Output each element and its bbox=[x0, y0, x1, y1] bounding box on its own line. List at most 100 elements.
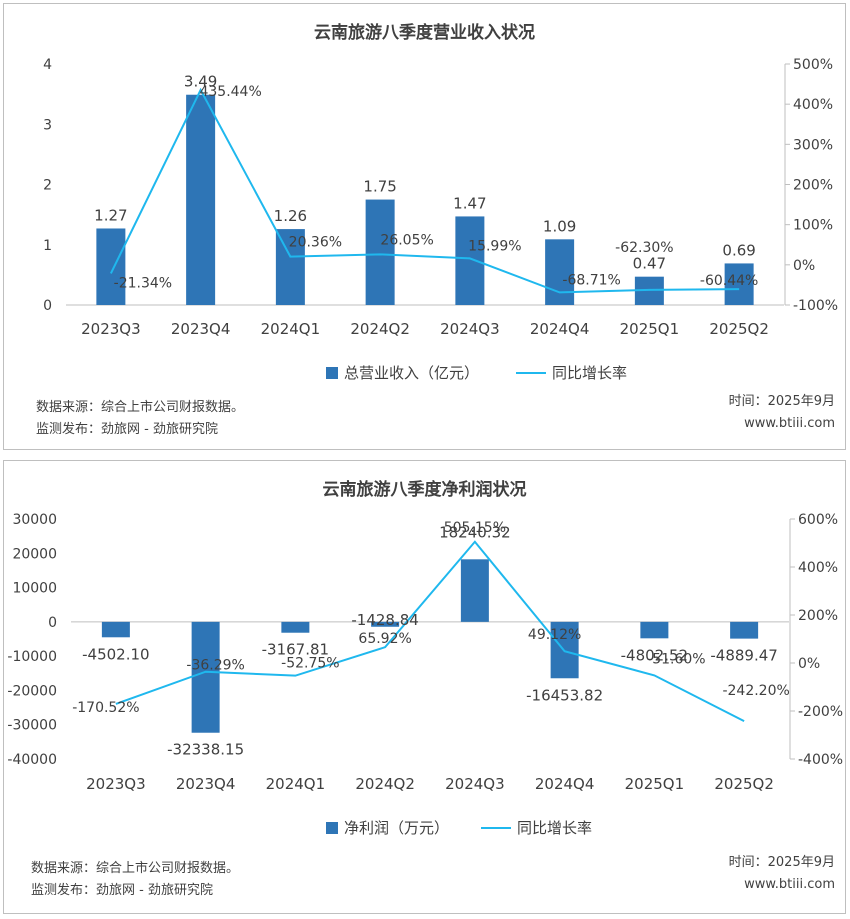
revenue-footer-left: 数据来源：综合上市公司财报数据。 监测发布：劲旅网 - 劲旅研究院 bbox=[36, 397, 244, 441]
category-tick-label: 2024Q2 bbox=[350, 320, 410, 338]
line-data-label: -62.30% bbox=[615, 240, 673, 256]
revenue-chart-panel: 云南旅游八季度营业收入状况 0 1 2 3 4 -100% 0% 100% 200% 300% 40… bbox=[3, 3, 846, 450]
legend-bar-swatch bbox=[326, 367, 338, 379]
right-axis-tick-label: 100% bbox=[793, 218, 833, 234]
bar bbox=[460, 559, 489, 622]
profit-chart: -40000 -30000 -20000 -10000 0 10000 20000 30000… bbox=[7, 512, 843, 837]
publisher-note: 监测发布：劲旅网 - 劲旅研究院 bbox=[31, 883, 213, 898]
bar-data-label: 0.69 bbox=[722, 241, 755, 259]
revenue-chart-title: 云南旅游八季度营业收入状况 bbox=[314, 23, 535, 43]
legend-bar-label: 总营业收入（亿元） bbox=[344, 364, 479, 382]
line-data-label: -68.71% bbox=[562, 272, 620, 288]
bar-data-label: -4889.47 bbox=[710, 647, 777, 665]
bar bbox=[101, 621, 130, 638]
category-tick-label: 2024Q1 bbox=[266, 775, 326, 793]
line-data-label: 20.36% bbox=[289, 235, 342, 251]
line-data-label: 505.15% bbox=[444, 520, 506, 536]
publisher-note: 监测发布：劲旅网 - 劲旅研究院 bbox=[36, 422, 218, 437]
line-data-label: 65.92% bbox=[358, 631, 411, 647]
right-axis-tick-label: -100% bbox=[793, 298, 838, 314]
line-data-label: -60.44% bbox=[700, 273, 758, 289]
revenue-footer-right: 时间：2025年9月 www.btiii.com bbox=[729, 391, 835, 435]
legend-bar-swatch bbox=[326, 822, 338, 834]
left-axis-tick-label: -30000 bbox=[7, 718, 57, 734]
category-tick-label: 2024Q4 bbox=[530, 320, 590, 338]
bar bbox=[96, 228, 126, 305]
right-axis-tick-label: 400% bbox=[798, 560, 838, 576]
profit-footer-right: 时间：2025年9月 www.btiii.com bbox=[729, 852, 835, 896]
bar-data-label: 1.27 bbox=[94, 206, 127, 224]
bar-data-label: 3.49 bbox=[184, 73, 217, 91]
line-data-label: -242.20% bbox=[722, 683, 789, 699]
category-tick-label: 2025Q1 bbox=[625, 775, 685, 793]
right-axis-tick-label: -200% bbox=[798, 704, 843, 720]
category-tick-label: 2023Q3 bbox=[81, 320, 141, 338]
bar-data-label: 0.47 bbox=[633, 255, 666, 273]
right-axis-tick-label: 0% bbox=[798, 656, 820, 672]
left-axis-tick-label: -20000 bbox=[7, 683, 57, 699]
right-axis-tick-label: 200% bbox=[798, 608, 838, 624]
legend-line-label: 同比增长率 bbox=[552, 364, 627, 382]
bar bbox=[191, 621, 220, 733]
bar bbox=[545, 239, 575, 305]
left-axis-tick-label: 0 bbox=[43, 298, 52, 314]
category-tick-label: 2023Q4 bbox=[176, 775, 236, 793]
category-tick-label: 2025Q2 bbox=[714, 775, 774, 793]
category-tick-label: 2025Q2 bbox=[709, 320, 769, 338]
category-tick-label: 2024Q2 bbox=[355, 775, 415, 793]
left-axis-tick-label: 4 bbox=[43, 57, 52, 73]
publish-time: 时间：2025年9月 bbox=[728, 855, 835, 870]
right-axis-tick-label: 500% bbox=[793, 57, 833, 73]
profit-footer-left: 数据来源：综合上市公司财报数据。 监测发布：劲旅网 - 劲旅研究院 bbox=[31, 858, 239, 902]
right-axis-tick-label: 200% bbox=[793, 178, 833, 194]
bar bbox=[724, 263, 754, 305]
bar-data-label: -32338.15 bbox=[167, 741, 244, 759]
bar bbox=[371, 621, 400, 627]
data-source-note: 数据来源：综合上市公司财报数据。 bbox=[31, 861, 240, 876]
line-data-label: -36.29% bbox=[186, 658, 244, 674]
growth-rate-line bbox=[109, 87, 740, 294]
left-axis-tick-label: 20000 bbox=[12, 546, 57, 562]
line-data-label: -51.60% bbox=[647, 651, 705, 667]
left-axis-tick-label: 2 bbox=[43, 178, 52, 194]
right-axis-tick-label: 0% bbox=[793, 258, 815, 274]
publish-time: 时间：2025年9月 bbox=[728, 394, 835, 409]
bar-data-label: 1.47 bbox=[453, 194, 486, 212]
profit-chart-title: 云南旅游八季度净利润状况 bbox=[322, 480, 527, 500]
line-data-label: -170.52% bbox=[72, 700, 139, 716]
bar bbox=[730, 621, 759, 639]
left-axis-tick-label: 1 bbox=[43, 238, 52, 254]
category-tick-label: 2025Q1 bbox=[620, 320, 680, 338]
bar bbox=[455, 216, 485, 305]
growth-rate-line bbox=[115, 540, 745, 723]
line-data-label: 435.44% bbox=[199, 84, 261, 100]
bar-data-label: -4502.10 bbox=[82, 645, 149, 663]
line-data-label: 15.99% bbox=[468, 238, 521, 254]
bar-data-label: 1.09 bbox=[543, 217, 576, 235]
bar bbox=[186, 94, 216, 305]
profit-chart-panel: 云南旅游八季度净利润状况 -40000 -30000 -20000 -10000 0 10… bbox=[3, 460, 846, 914]
category-tick-label: 2024Q3 bbox=[440, 320, 500, 338]
category-tick-label: 2024Q1 bbox=[261, 320, 321, 338]
line-data-label: 26.05% bbox=[380, 232, 433, 248]
bar-data-label: 1.75 bbox=[363, 178, 396, 196]
website-link[interactable]: www.btiii.com bbox=[744, 877, 835, 892]
legend-bar-label: 净利润（万元） bbox=[344, 819, 449, 837]
revenue-chart: 0 1 2 3 4 -100% 0% 100% 200% 300% 400% 500% 1.27 3.49… bbox=[43, 57, 838, 382]
website-link[interactable]: www.btiii.com bbox=[744, 416, 835, 431]
bar-data-label: -4802.52 bbox=[621, 646, 688, 664]
bar-data-label: -3167.81 bbox=[262, 641, 329, 659]
line-data-label: -52.75% bbox=[281, 656, 339, 672]
left-axis-tick-label: 0 bbox=[48, 615, 57, 631]
category-tick-label: 2024Q3 bbox=[445, 775, 505, 793]
bar-data-label: 1.26 bbox=[274, 207, 307, 225]
right-axis-tick-label: 300% bbox=[793, 137, 833, 153]
left-axis-tick-label: 3 bbox=[43, 117, 52, 133]
bar bbox=[365, 199, 395, 305]
left-axis-tick-label: -10000 bbox=[7, 649, 57, 665]
category-tick-label: 2024Q4 bbox=[535, 775, 595, 793]
bar bbox=[275, 229, 305, 305]
line-data-label: 49.12% bbox=[528, 627, 581, 643]
bar bbox=[640, 621, 669, 639]
line-data-label: -21.34% bbox=[114, 275, 172, 291]
